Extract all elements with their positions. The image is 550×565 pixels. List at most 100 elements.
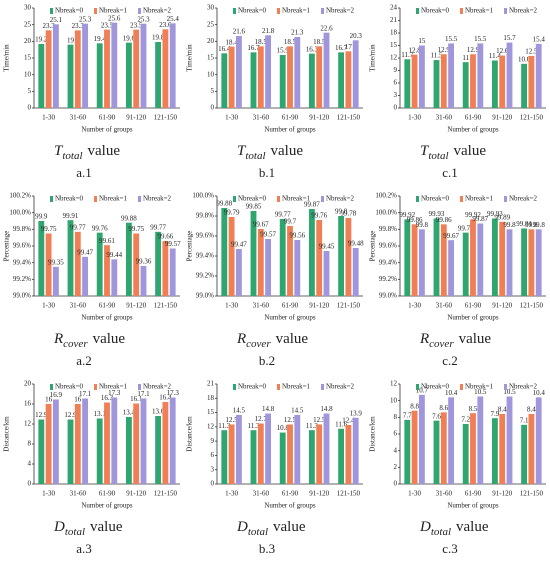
bar (235, 414, 242, 484)
caption-suffix: value (88, 143, 121, 159)
x-tick-label: 61-90 (99, 490, 116, 498)
bar (162, 29, 169, 108)
y-tick-label: 20 (24, 380, 32, 388)
legend-label: Nbreak=0 (238, 195, 267, 203)
bar (323, 413, 330, 484)
x-tick-label: 1-30 (408, 490, 421, 498)
y-tick-label: 15 (390, 41, 398, 49)
data-label: 13.4 (123, 409, 136, 417)
caption-symbol: T (237, 143, 247, 159)
bar (462, 424, 469, 484)
bar (279, 55, 286, 108)
legend-label: Nbreak=1 (282, 7, 311, 15)
bar (74, 30, 81, 108)
data-label: 18.5 (284, 38, 297, 46)
bar (294, 240, 301, 296)
bar (279, 219, 286, 296)
data-label: 99.77 (275, 211, 291, 219)
bar (133, 403, 140, 484)
data-label: 22.6 (320, 24, 333, 32)
data-label: 15 (418, 37, 426, 45)
x-tick-label: 91-120 (309, 302, 329, 310)
data-label: 23.6 (159, 21, 172, 29)
x-tick-label: 121-150 (154, 302, 178, 310)
bar (411, 410, 418, 484)
x-axis-label: Number of groups (264, 314, 316, 322)
bar (169, 248, 176, 296)
data-label: 14.5 (233, 407, 246, 415)
bar (338, 428, 345, 484)
y-tick-label: 21 (390, 16, 398, 24)
x-tick-label: 61-90 (99, 302, 116, 310)
y-tick-label: 30 (24, 4, 32, 12)
caption-symbol: R (419, 331, 429, 347)
data-label: 8.6 (439, 404, 448, 412)
x-tick-label: 31-60 (253, 114, 270, 122)
bar (125, 417, 132, 484)
bar (506, 396, 513, 484)
y-tick-label: 20 (24, 37, 32, 45)
data-label: 99.78 (341, 210, 357, 218)
x-tick-label: 31-60 (436, 302, 453, 310)
data-label: 16.7 (247, 44, 260, 52)
legend-label: Nbreak=2 (143, 7, 172, 15)
bar (440, 54, 447, 108)
bar (477, 223, 484, 296)
bar (155, 231, 162, 296)
data-label: 12.7 (255, 415, 268, 423)
data-label: 16 (45, 396, 53, 404)
bar (287, 424, 293, 484)
bar (155, 416, 162, 484)
data-label: 99.67 (253, 221, 269, 229)
legend-swatch (138, 384, 141, 390)
y-tick-label: 16 (24, 400, 32, 408)
data-label: 99.77 (70, 223, 86, 231)
bar (352, 417, 359, 484)
y-tick-label: 5 (28, 87, 32, 95)
bar (308, 209, 315, 296)
caption-subscript: total (62, 150, 82, 162)
data-label: 99.47 (231, 241, 247, 249)
legend-label: Nbreak=0 (421, 195, 450, 203)
y-axis-label: Percentage (3, 231, 11, 262)
caption: Dtotal value (236, 519, 306, 537)
x-axis-label: Number of groups (81, 126, 133, 134)
caption-suffix: value (90, 519, 123, 535)
data-label: 19.4 (94, 35, 107, 43)
data-label: 99.47 (77, 248, 93, 256)
x-tick-label: 31-60 (70, 302, 87, 310)
data-label: 10.7 (416, 386, 429, 394)
data-label: 10.5 (474, 388, 487, 396)
y-tick-label: 8 (28, 440, 32, 448)
data-label: 21.8 (262, 27, 275, 35)
panel-label: c.1 (442, 165, 458, 180)
legend-label: Nbreak=0 (238, 383, 267, 391)
data-label: 99.48 (348, 240, 364, 248)
y-tick-label: 99.8% (379, 225, 397, 233)
data-label: 99.92 (465, 211, 481, 219)
legend-label: Nbreak=2 (326, 7, 355, 15)
data-label: 16.3 (306, 45, 319, 53)
bar (506, 229, 513, 296)
bar (287, 226, 293, 296)
data-label: 10.5 (503, 388, 516, 396)
data-label: 99.89 (494, 213, 510, 221)
legend-label: Nbreak=1 (465, 195, 494, 203)
bar (308, 430, 315, 484)
bar (499, 414, 506, 484)
data-label: 16 (74, 396, 82, 404)
y-tick-label: 99.4% (196, 252, 214, 260)
y-tick-label: 24 (390, 4, 398, 12)
data-label: 16.4 (218, 45, 231, 53)
bar (104, 245, 110, 296)
x-tick-label: 121-150 (337, 114, 361, 122)
legend-swatch (504, 384, 507, 390)
x-tick-label: 91-120 (492, 490, 512, 498)
x-tick-label: 31-60 (436, 490, 453, 498)
y-tick-label: 99.0% (13, 292, 31, 300)
bar (345, 51, 352, 108)
data-label: 12.9 (64, 411, 77, 419)
bar (228, 424, 235, 484)
y-tick-label: 18 (390, 29, 398, 37)
legend-swatch (277, 384, 280, 390)
